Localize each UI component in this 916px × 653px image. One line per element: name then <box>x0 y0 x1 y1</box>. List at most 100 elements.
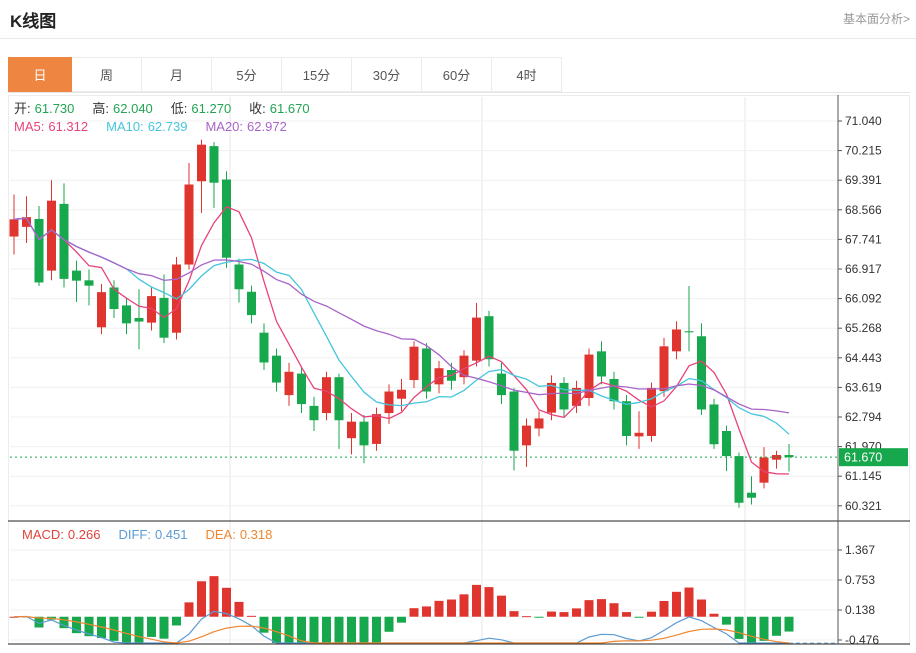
candle-body <box>747 492 756 498</box>
macd-bar <box>622 612 631 617</box>
macd-bar <box>322 616 331 643</box>
macd-bar <box>597 599 606 617</box>
candle-body <box>572 387 581 406</box>
candle-body <box>84 280 94 286</box>
candle-body <box>472 317 481 361</box>
macd-bar <box>84 616 94 637</box>
candle-body <box>59 203 69 279</box>
macd-bar <box>247 615 256 617</box>
period-tab-4时[interactable]: 4时 <box>492 57 562 92</box>
macd-bar <box>559 612 569 617</box>
period-tab-周[interactable]: 周 <box>72 57 142 92</box>
period-tab-5分[interactable]: 5分 <box>212 57 282 92</box>
macd-bar <box>434 600 444 617</box>
candle-body <box>659 346 669 392</box>
macd-bar <box>159 616 169 639</box>
macd-bar <box>634 616 644 618</box>
macd-bar <box>409 608 419 617</box>
candle-body <box>734 456 744 503</box>
ohlc-readout: 开: 61.730 高: 62.040 低: 61.270 收: 61.670 <box>14 98 328 117</box>
candle-body <box>597 351 606 377</box>
page-title: K线图 <box>10 12 57 31</box>
period-tab-日[interactable]: 日 <box>8 57 72 92</box>
y-tick-label: 68.566 <box>845 203 882 217</box>
macd-bar <box>422 606 431 617</box>
macd-bar <box>397 616 406 623</box>
candle-body <box>72 270 81 281</box>
candle-body <box>234 264 244 290</box>
macd-tick-label: -0.476 <box>845 633 879 645</box>
y-tick-label: 62.794 <box>845 410 882 424</box>
candle-body <box>22 217 31 227</box>
macd-bar <box>684 587 694 617</box>
period-tab-30分[interactable]: 30分 <box>352 57 422 92</box>
candle-body <box>522 425 531 446</box>
candle-body <box>709 404 719 445</box>
macd-bar <box>134 616 144 643</box>
macd-bar <box>497 595 506 617</box>
candle-body <box>372 414 381 444</box>
readout-item: DIFF: 0.451 <box>118 527 188 542</box>
candle-body <box>209 146 219 183</box>
y-tick-label: 66.917 <box>845 262 882 276</box>
readout-item: MA10: 62.739 <box>106 119 188 134</box>
macd-bar <box>272 616 281 643</box>
candle-body <box>297 373 306 405</box>
readout-item: 低: 61.270 <box>170 101 232 116</box>
macd-bar <box>722 616 731 625</box>
candle-body <box>409 346 419 381</box>
ma20-line <box>13 217 790 414</box>
macd-bar <box>59 616 69 629</box>
dea-line <box>14 616 790 644</box>
candle-body <box>9 219 19 237</box>
macd-readout: MACD: 0.266 DIFF: 0.451 DEA: 0.318 <box>22 527 290 542</box>
candle-body <box>272 355 281 383</box>
candle-body <box>634 432 644 437</box>
candle-body <box>559 382 569 410</box>
candle-body <box>309 405 319 421</box>
y-tick-label: 71.040 <box>845 114 882 128</box>
candle-body <box>497 373 506 396</box>
macd-bar <box>734 616 744 639</box>
candle-body <box>684 331 694 333</box>
macd-bar <box>184 602 194 617</box>
candle-body <box>397 389 406 399</box>
candlestick-chart[interactable]: 71.040 70.215 69.391 68.566 67.741 66.917 66.0… <box>8 95 910 647</box>
period-tab-60分[interactable]: 60分 <box>422 57 492 92</box>
candle-body <box>759 457 769 483</box>
macd-bar <box>209 576 219 617</box>
macd-bar <box>772 616 781 636</box>
readout-item: MA5: 61.312 <box>14 119 89 134</box>
ma5-line <box>13 206 790 475</box>
candle-body <box>347 421 356 439</box>
macd-bar <box>447 599 456 617</box>
macd-bar <box>747 616 756 643</box>
chart-canvas[interactable]: 71.040 70.215 69.391 68.566 67.741 66.917 66.0… <box>8 95 910 647</box>
macd-bar <box>522 616 531 618</box>
candle-body <box>584 354 594 398</box>
period-tab-15分[interactable]: 15分 <box>282 57 352 92</box>
macd-bar <box>309 616 319 643</box>
macd-bar <box>284 616 294 643</box>
ma-readout: MA5: 61.312 MA10: 62.739 MA20: 62.972 <box>14 119 305 134</box>
candle-body <box>534 418 544 429</box>
candle-body <box>247 291 256 316</box>
y-tick-label: 61.145 <box>845 469 882 483</box>
candle-body <box>109 287 119 310</box>
macd-bar <box>172 616 181 626</box>
macd-bar <box>347 616 356 643</box>
ma10-line <box>13 217 790 435</box>
candle-body <box>547 382 556 413</box>
macd-bar <box>147 616 156 637</box>
candle-body <box>359 421 369 446</box>
macd-bar <box>109 616 119 641</box>
fundamental-analysis-link[interactable]: 基本面分析> <box>842 12 910 26</box>
macd-bar <box>547 611 556 617</box>
period-tab-月[interactable]: 月 <box>142 57 212 92</box>
candle-body <box>434 368 444 385</box>
candle-body <box>484 316 494 360</box>
macd-bar <box>122 616 131 643</box>
header-divider <box>0 38 916 39</box>
macd-bar <box>484 587 494 617</box>
